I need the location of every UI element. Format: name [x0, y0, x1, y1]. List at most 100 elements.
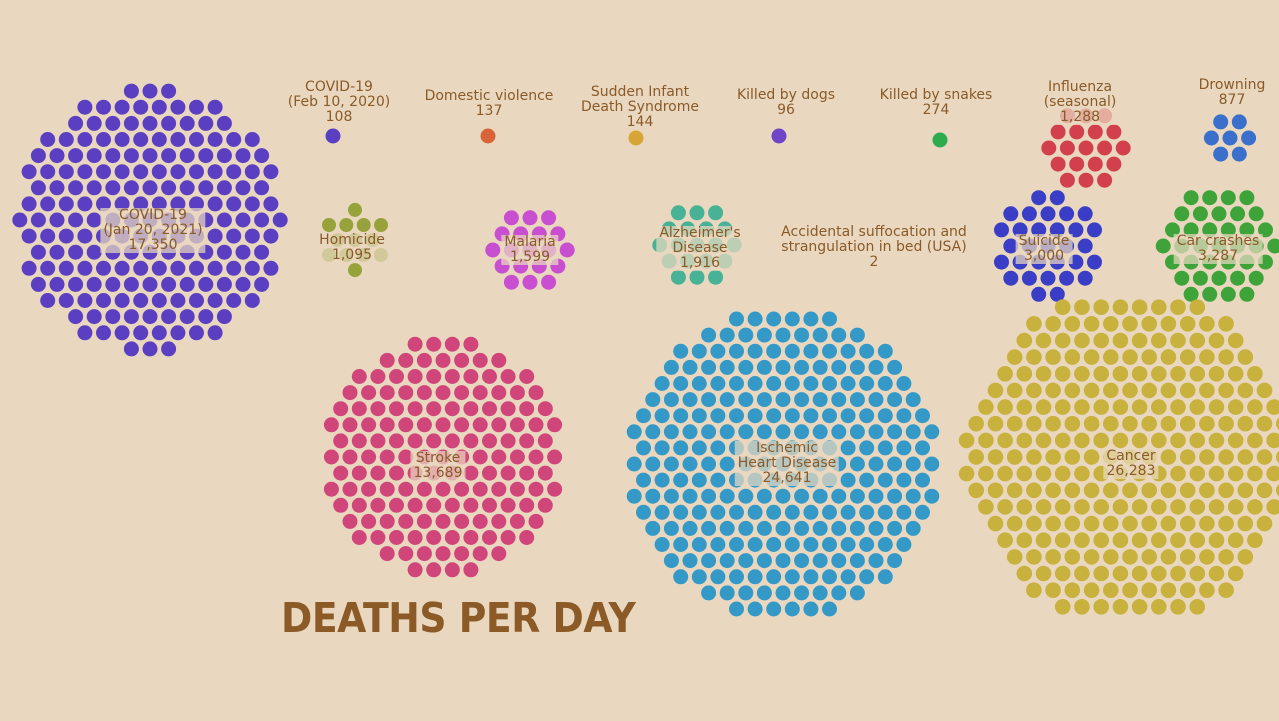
cancer-dot — [1170, 432, 1186, 449]
carcrashes-dot — [1202, 286, 1218, 302]
heart-dot — [710, 408, 726, 424]
cancer-dot — [1006, 549, 1023, 565]
stroke-dot — [342, 449, 358, 465]
covid2021-dot — [96, 99, 111, 115]
sids-dot — [628, 130, 644, 146]
heart-dot — [663, 424, 679, 440]
heart-dot — [747, 472, 763, 488]
heart-dot — [794, 456, 810, 472]
stroke-dot — [342, 417, 358, 433]
cancer-dot — [1256, 415, 1273, 432]
carcrashes-dot — [1258, 222, 1273, 238]
heart-dot — [915, 408, 930, 424]
stroke-dot — [454, 481, 470, 497]
covid2021-dot — [235, 244, 251, 260]
drowning-dot — [1231, 114, 1247, 130]
cancer-dot — [1093, 499, 1109, 515]
heart-dot — [775, 488, 791, 504]
influenza-dot — [1069, 124, 1085, 140]
heart-dot — [775, 359, 791, 375]
heart-dot — [859, 537, 875, 552]
heart-dot — [710, 569, 726, 585]
carcrashes-dot — [1192, 238, 1208, 254]
cancer-dot — [1170, 299, 1186, 316]
stroke-dot — [351, 465, 367, 481]
carcrashes-dot — [1211, 270, 1227, 286]
cancer-dot — [1045, 482, 1061, 499]
covid2021-dot — [21, 228, 37, 244]
heart-dot — [803, 537, 819, 552]
cancer-dot — [1179, 549, 1196, 565]
heart-dot — [831, 488, 847, 504]
stroke-dot — [528, 449, 544, 465]
cancer-dot — [1151, 432, 1167, 449]
covid2021-dot — [226, 132, 242, 147]
cancer-dot — [1237, 482, 1254, 499]
heart-dot — [663, 553, 679, 569]
heart-dot — [887, 520, 903, 536]
cancer-dot — [1131, 366, 1148, 382]
stroke-dot — [454, 546, 470, 562]
heart-dot — [868, 359, 884, 375]
stroke-dot — [482, 401, 497, 417]
cancer-dot — [1093, 465, 1109, 482]
cancer-dot — [1218, 482, 1234, 499]
stroke-dot — [398, 385, 414, 401]
covid2021-dot — [272, 212, 288, 228]
heart-dot — [924, 456, 940, 472]
covid2021-dot — [179, 115, 195, 131]
heart-dot — [701, 359, 717, 375]
stroke-dot — [482, 530, 497, 545]
heart-dot — [887, 456, 903, 472]
covid2021-dot — [133, 228, 149, 244]
covid2021-dot — [58, 228, 74, 244]
homicide-dot — [348, 202, 362, 217]
cancer-dot — [1247, 366, 1263, 382]
stroke-dot — [500, 401, 516, 417]
dogs-dot-cluster — [771, 128, 787, 144]
covid2021-dot — [161, 83, 177, 99]
cancer-dot-cluster — [958, 299, 1279, 615]
heart-dot — [840, 408, 856, 424]
covid2021-dot — [96, 164, 111, 180]
covid2021-dot — [161, 148, 177, 164]
stroke-dot — [398, 352, 414, 368]
heart-dot — [887, 488, 903, 504]
covid2021-dot — [123, 148, 139, 164]
carcrashes-dot — [1220, 254, 1236, 270]
cancer-dot — [1006, 482, 1023, 499]
cancer-dot — [1035, 499, 1052, 515]
stroke-dot — [472, 449, 488, 465]
heart-dot — [896, 537, 912, 552]
cancer-dot — [1064, 582, 1081, 598]
influenza-dot — [1087, 156, 1103, 172]
cancer-dot — [1141, 549, 1157, 565]
heart-dot — [812, 520, 828, 536]
heart-dot — [905, 456, 921, 472]
heart-dot — [654, 440, 670, 456]
cancer-dot — [1054, 599, 1071, 615]
stroke-dot — [463, 530, 479, 545]
cancer-dot — [1016, 332, 1033, 349]
covid2021-dot — [123, 115, 139, 131]
cancer-dot — [1122, 382, 1138, 399]
covid2021-dot — [123, 309, 139, 325]
cancer-dot — [1064, 316, 1081, 332]
heart-dot — [775, 585, 791, 601]
suicide-dot — [1012, 254, 1028, 270]
covid2021-dot — [244, 132, 260, 147]
cancer-dot — [1218, 549, 1234, 565]
cancer-dot — [1179, 349, 1196, 365]
heart-dot — [896, 472, 912, 488]
covid2021-dot — [142, 309, 158, 325]
homicide-dot-cluster — [322, 202, 388, 278]
stroke-dot — [351, 530, 367, 545]
stroke-dot — [491, 449, 507, 465]
covid2021-dot — [170, 164, 186, 180]
cancer-dot — [1131, 332, 1148, 349]
cancer-dot — [1266, 465, 1279, 482]
covid2021-dot — [123, 83, 139, 99]
stroke-dot — [379, 481, 395, 497]
heart-dot — [924, 488, 940, 504]
carcrashes-dot — [1248, 270, 1264, 286]
